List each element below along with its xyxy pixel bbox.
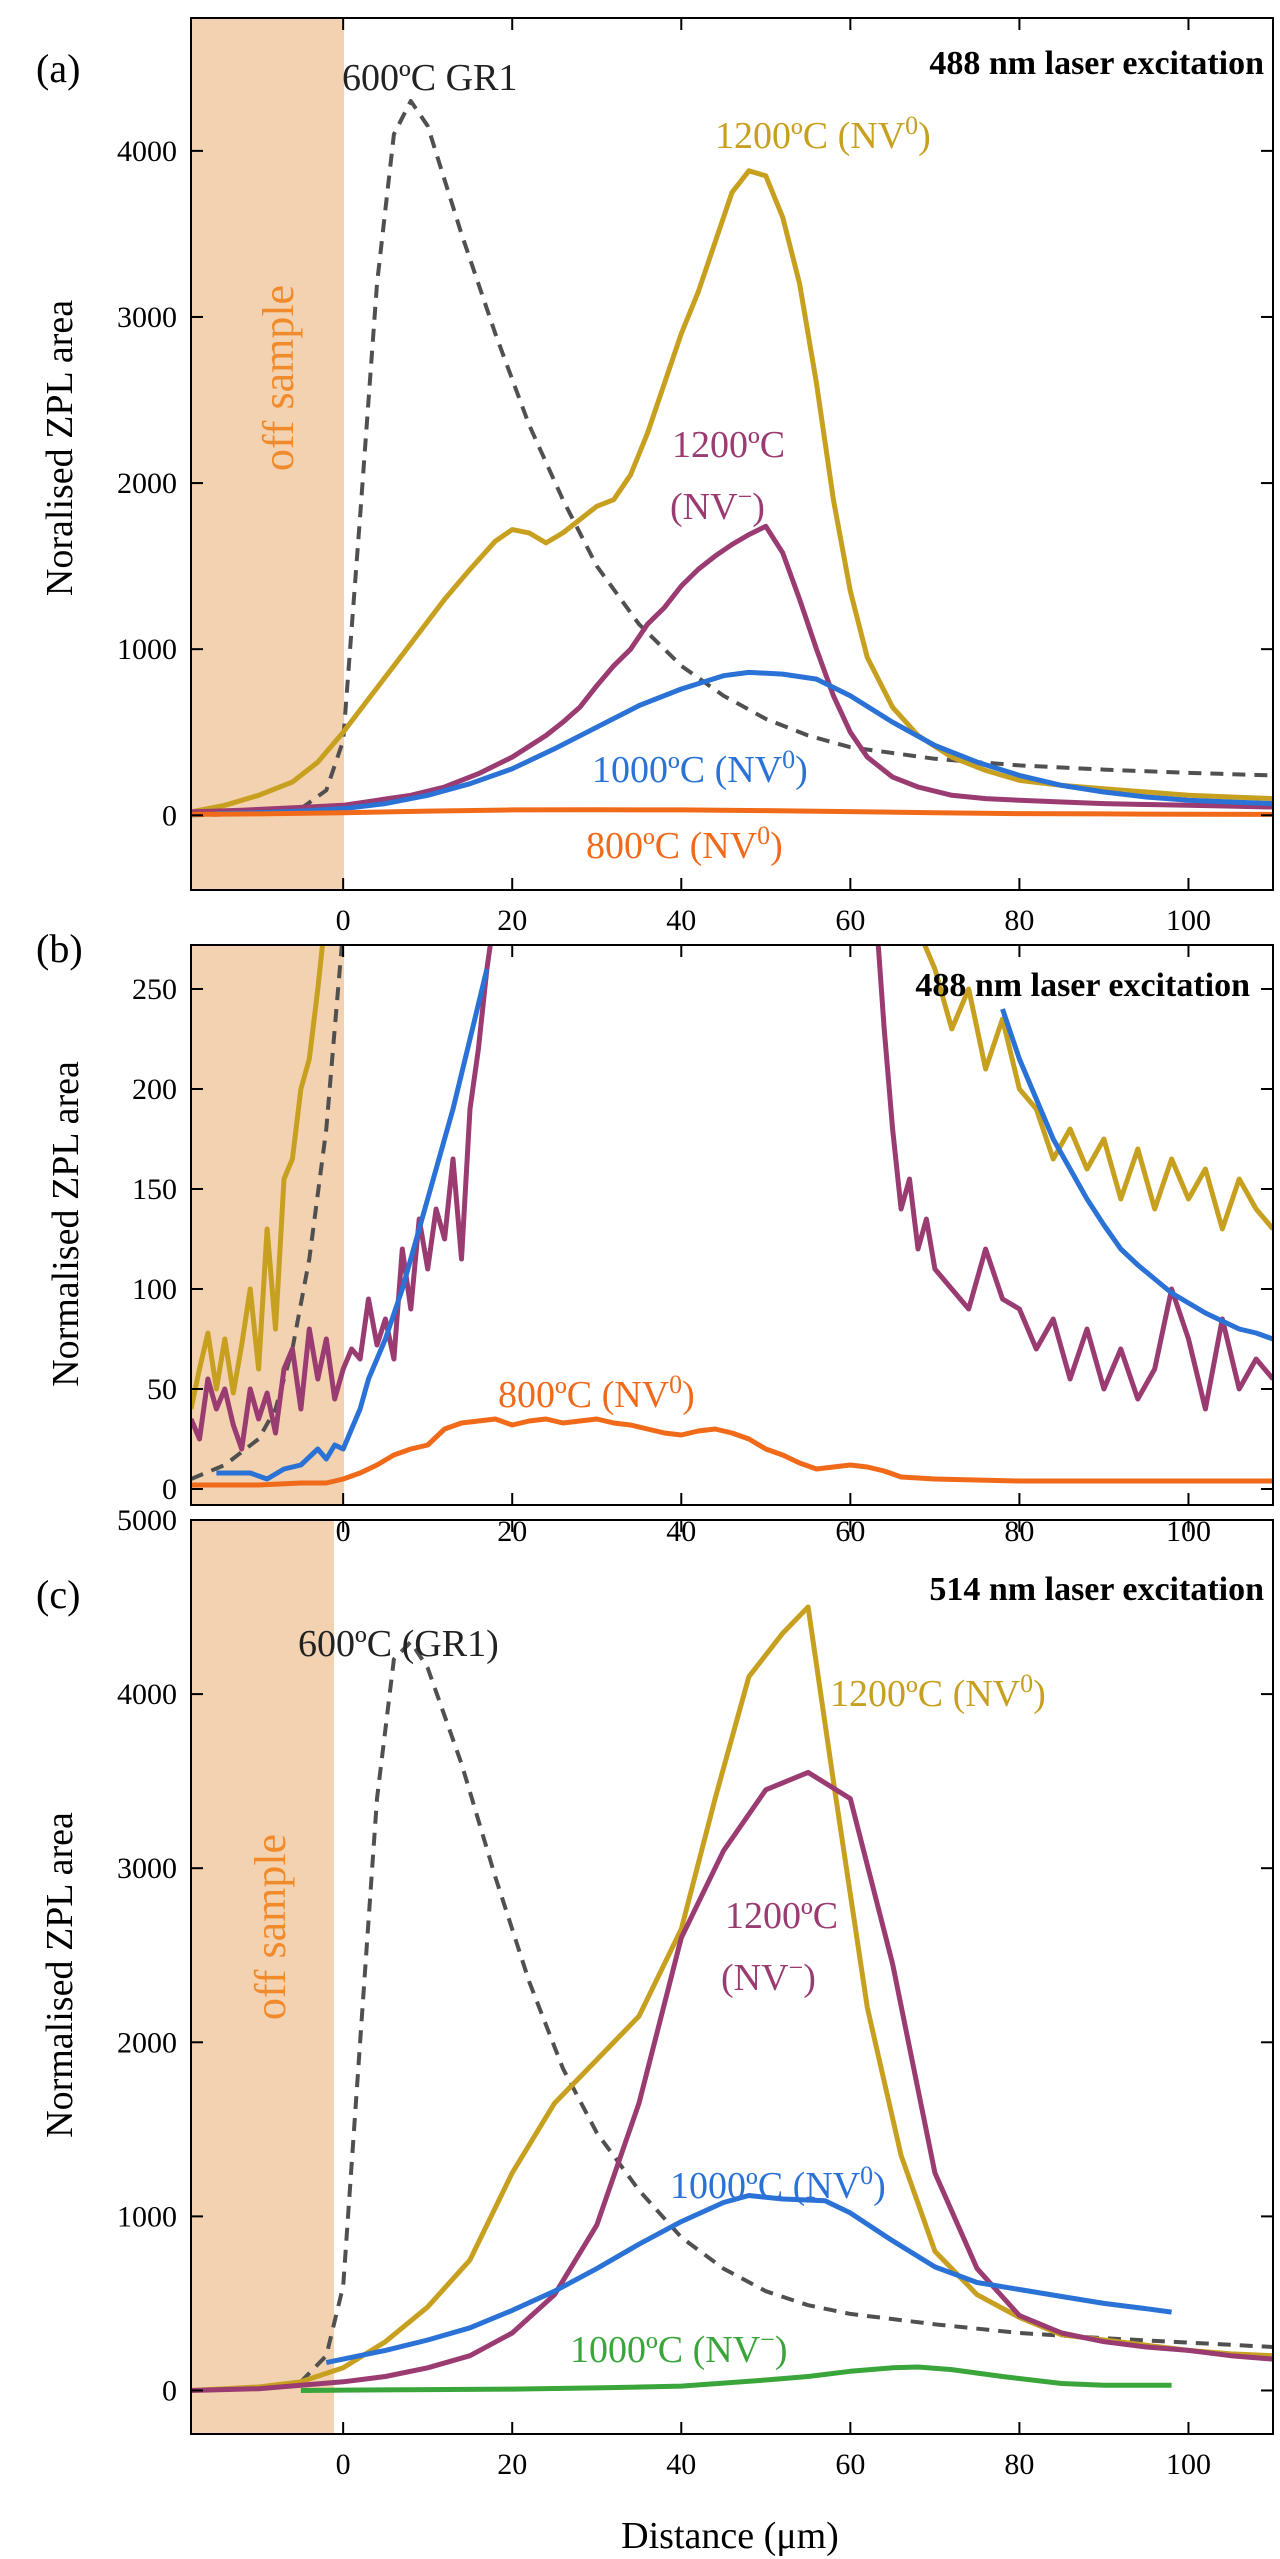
- series-line-gr1: [191, 1639, 1273, 2393]
- x-tick-label: 60: [835, 2448, 865, 2481]
- panel-label: (c): [36, 1572, 80, 1617]
- series-line-nv0-1000: [216, 968, 1273, 1482]
- panel-label: (a): [36, 46, 80, 91]
- x-tick-label: 20: [497, 904, 527, 937]
- y-tick-label: 2000: [117, 2026, 177, 2059]
- y-tick-label: 2000: [117, 467, 177, 500]
- y-tick-label: 200: [132, 1073, 177, 1106]
- x-tick-label: 40: [666, 904, 696, 937]
- y-tick-label: 1000: [117, 633, 177, 666]
- y-tick-label: 3000: [117, 1852, 177, 1885]
- x-tick-label: 0: [336, 2448, 351, 2481]
- y-axis-title: Normalised ZPL area: [45, 1061, 87, 1387]
- nv0-800-series-label: 800ºC (NV0): [586, 821, 783, 867]
- y-tick-label: 4000: [117, 135, 177, 168]
- x-tick-label: 40: [666, 2448, 696, 2481]
- x-tick-label: 0: [336, 904, 351, 937]
- nv0-1200-series-label: 1200ºC (NV0): [715, 111, 931, 157]
- x-tick-label: 60: [835, 904, 865, 937]
- y-tick-label: 5000: [117, 1504, 177, 1537]
- series-line-nvm-1200: [191, 523, 1273, 815]
- y-tick-label: 0: [162, 799, 177, 832]
- panel-label: (b): [36, 926, 83, 971]
- x-tick-label: 100: [1166, 2448, 1211, 2481]
- nvm-1200-series-label: 1200ºC: [672, 424, 785, 466]
- nv0-800-series-label: 800ºC (NV0): [498, 1370, 695, 1416]
- series-line-nv0-1200: [191, 945, 1273, 1410]
- x-tick-label: 80: [1004, 904, 1034, 937]
- y-tick-label: 1000: [117, 2200, 177, 2233]
- plot-frame: [190, 1519, 1274, 2435]
- y-tick-label: 0: [162, 2374, 177, 2407]
- nv0-1000-series-label: 1000ºC (NV0): [592, 745, 808, 791]
- y-axis-title: Normalised ZPL area: [39, 1812, 81, 2138]
- off-sample-region: [191, 945, 344, 1505]
- y-tick-label: 0: [162, 1473, 177, 1506]
- nvm-1000-series-label: 1000ºC (NV−): [570, 2325, 788, 2371]
- plot-series-a: [191, 99, 1273, 818]
- x-tick-label: 80: [1004, 2448, 1034, 2481]
- panel-b: 020406080100050100150200250 (b) 488 nm l…: [36, 926, 1274, 1548]
- plot-frame: [190, 944, 1274, 1506]
- excitation-label: 488 nm laser excitation: [929, 45, 1264, 82]
- nvm-1200-sublabel: (NV−): [670, 482, 765, 528]
- series-line-nvm-1200: [191, 945, 1273, 1452]
- excitation-label: 514 nm laser excitation: [929, 1571, 1264, 1608]
- series-line-nv0-1000: [216, 669, 1273, 817]
- y-tick-label: 4000: [117, 1678, 177, 1711]
- plot-frame: [190, 17, 1274, 891]
- series-line-gr1: [191, 99, 1273, 818]
- y-tick-label: 50: [147, 1373, 177, 1406]
- series-line-gr1: [191, 945, 344, 1481]
- excitation-label: 488 nm laser excitation: [915, 967, 1250, 1004]
- y-tick-label: 150: [132, 1173, 177, 1206]
- x-tick-label: 100: [1166, 904, 1211, 937]
- x-tick-label: 20: [497, 2448, 527, 2481]
- nvm-1200-series-label: 1200ºC: [725, 1895, 838, 1937]
- y-tick-label: 3000: [117, 301, 177, 334]
- gr1-series-label: 600ºC (GR1): [298, 1623, 499, 1665]
- off-sample-label: off sample: [246, 1834, 295, 2020]
- gr1-series-label: 600ºC GR1: [342, 57, 517, 99]
- off-sample-region: [191, 18, 344, 890]
- x-axis-title: Distance (μm): [621, 2515, 839, 2557]
- y-tick-label: 100: [132, 1273, 177, 1306]
- series-line-nv0-1000: [325, 2193, 1172, 2366]
- series-line-nv0-800: [191, 807, 1273, 817]
- y-tick-label: 250: [132, 973, 177, 1006]
- off-sample-label: off sample: [254, 285, 303, 471]
- series-line-nvm-1000: [300, 2364, 1172, 2393]
- y-axis-title: Noralised ZPL area: [39, 300, 81, 596]
- series-line-nv0-1200: [191, 168, 1273, 815]
- off-sample-region: [191, 1520, 334, 2434]
- series-line-nvm-1200: [191, 1769, 1273, 2393]
- series-line-nv0-800: [191, 1416, 1273, 1488]
- plot-series-c: [191, 1604, 1273, 2393]
- nvm-1200-sublabel: (NV−): [721, 1953, 816, 1999]
- plot-series-b: [191, 945, 1273, 1488]
- nv0-1000-series-label: 1000ºC (NV0): [670, 2161, 886, 2207]
- nv0-1200-series-label: 1200ºC (NV0): [830, 1669, 1046, 1715]
